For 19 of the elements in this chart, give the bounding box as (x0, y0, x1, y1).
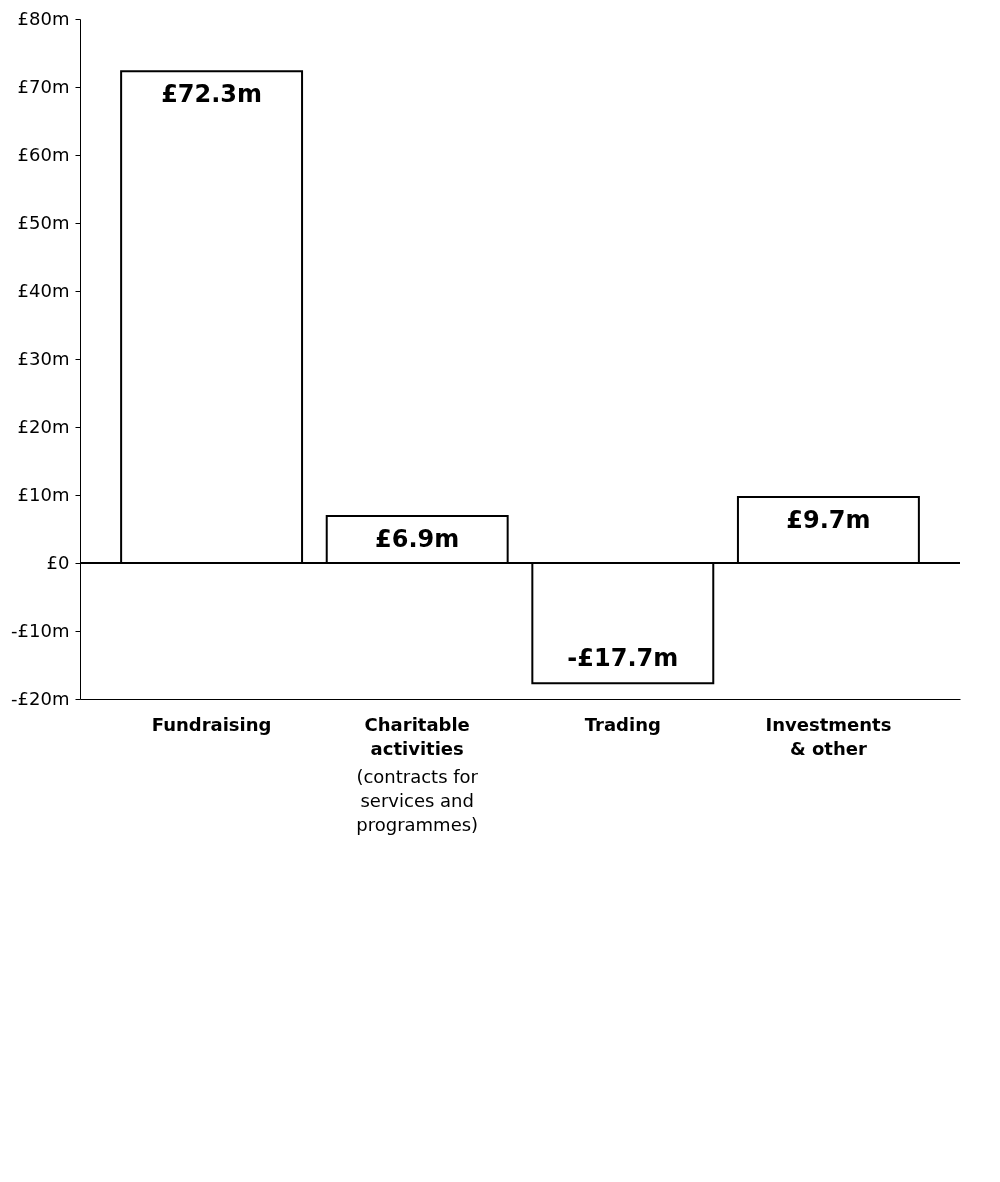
data-label: £72.3m (161, 80, 263, 109)
y-tick-label: £40m (17, 279, 70, 301)
y-tick-label: £0 (46, 551, 70, 573)
data-label: -£17.7m (567, 644, 679, 673)
y-tick-label: -£10m (11, 619, 70, 641)
y-tick-label: -£20m (11, 687, 70, 709)
x-tick-label: Fundraising (151, 714, 272, 735)
y-tick-label: £50m (17, 211, 70, 233)
x-tick-label: Trading (584, 714, 661, 735)
data-label: £9.7m (786, 506, 871, 535)
y-tick-label: £10m (17, 483, 70, 505)
y-tick-label: £70m (17, 75, 70, 97)
y-tick-label: £60m (17, 143, 70, 165)
data-label: £6.9m (375, 525, 460, 554)
category-label: Charitable activities (contracts for services and programmes) (356, 714, 479, 835)
x-tick-label: Investments & other (765, 714, 892, 759)
y-tick-label: £80m (17, 7, 70, 29)
y-tick-label: £20m (17, 415, 70, 437)
y-tick-label: £30m (17, 347, 70, 369)
